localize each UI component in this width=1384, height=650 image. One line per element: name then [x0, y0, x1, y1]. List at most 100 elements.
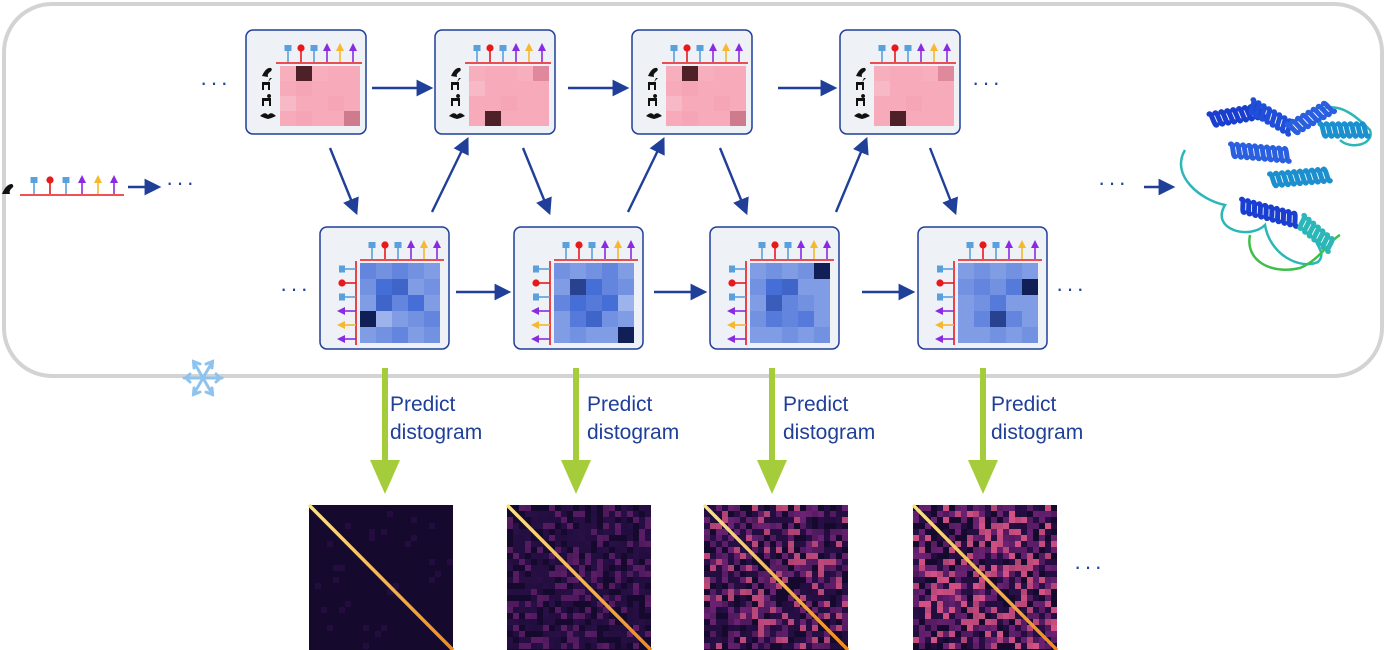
- msa-cell: [517, 81, 533, 96]
- pair-cell: [990, 327, 1006, 343]
- pair-cell: [392, 263, 408, 279]
- pair-cell: [958, 279, 974, 295]
- pair-cell: [766, 311, 782, 327]
- msa-cell: [501, 66, 517, 81]
- pair-block: [917, 226, 1048, 350]
- pair-cell: [376, 263, 392, 279]
- pair-cell: [376, 279, 392, 295]
- msa-cell: [890, 96, 906, 111]
- distogram: [505, 503, 653, 650]
- pair-cell: [408, 263, 424, 279]
- msa-cell: [533, 96, 549, 111]
- pair-cell: [424, 263, 440, 279]
- pair-cell: [974, 295, 990, 311]
- pair-cell: [618, 311, 634, 327]
- pair-cell: [750, 311, 766, 327]
- pair-cell: [586, 311, 602, 327]
- pair-cell: [424, 295, 440, 311]
- msa-cell: [874, 81, 890, 96]
- pair-cell: [554, 263, 570, 279]
- pair-cell: [618, 295, 634, 311]
- predict-label-4: Predict distogram: [991, 393, 1084, 444]
- pair-cell: [782, 279, 798, 295]
- pair-cell: [360, 327, 376, 343]
- bat-icon: [854, 113, 870, 119]
- msa-cell: [485, 66, 501, 81]
- pair-cell: [766, 295, 782, 311]
- deer-icon: [856, 78, 866, 90]
- pair-cell: [990, 295, 1006, 311]
- pair-cell: [814, 279, 830, 295]
- bat-icon: [449, 113, 465, 119]
- pair-cell: [586, 263, 602, 279]
- pair-block: [709, 226, 840, 350]
- distogram-row: [307, 503, 1059, 650]
- pair-cell: [554, 327, 570, 343]
- msa-cell: [469, 66, 485, 81]
- pair-cell: [392, 295, 408, 311]
- msa-cell: [296, 81, 312, 96]
- msa-cell: [280, 66, 296, 81]
- pair-cell: [798, 263, 814, 279]
- pair-cell: [782, 311, 798, 327]
- msa-cell: [328, 96, 344, 111]
- pair-cell: [376, 327, 392, 343]
- msa-cell: [714, 111, 730, 126]
- msa-cell: [312, 66, 328, 81]
- pair-cell: [586, 279, 602, 295]
- pair-cell: [1006, 263, 1022, 279]
- msa-cell: [714, 81, 730, 96]
- pair-cell: [570, 279, 586, 295]
- msa-cell: [714, 96, 730, 111]
- pair-cell: [408, 311, 424, 327]
- pair-cell: [360, 263, 376, 279]
- pair-cell: [570, 263, 586, 279]
- flow-arrows: [128, 79, 1176, 301]
- pair-cell: [798, 279, 814, 295]
- msa-cell: [344, 66, 360, 81]
- seal-icon: [262, 67, 272, 77]
- msa-block: [245, 29, 367, 135]
- pair-cell: [570, 311, 586, 327]
- pair-cell: [1006, 311, 1022, 327]
- predict-label-1: Predict distogram: [390, 393, 483, 444]
- ellipsis-pair-right: ···: [1056, 276, 1087, 301]
- pair-cell: [750, 263, 766, 279]
- pair-cell: [814, 327, 830, 343]
- pair-cell: [958, 263, 974, 279]
- msa-cell: [938, 111, 954, 126]
- pair-cell: [798, 295, 814, 311]
- pair-cell: [974, 327, 990, 343]
- pair-cell: [392, 327, 408, 343]
- msa-block: [434, 29, 556, 135]
- pair-cell: [958, 327, 974, 343]
- pair-cell: [782, 263, 798, 279]
- msa-cell: [682, 111, 698, 126]
- pair-cell: [974, 279, 990, 295]
- msa-cell: [296, 96, 312, 111]
- pair-cell: [376, 295, 392, 311]
- bat-icon: [646, 113, 662, 119]
- msa-cell: [344, 111, 360, 126]
- pair-cell: [1022, 263, 1038, 279]
- pair-cell: [990, 279, 1006, 295]
- msa-cell: [533, 111, 549, 126]
- msa-cell: [312, 111, 328, 126]
- ellipsis-pair-left: ···: [280, 276, 311, 301]
- msa-cell: [922, 111, 938, 126]
- pair-cell: [376, 311, 392, 327]
- pair-cell: [814, 311, 830, 327]
- msa-cell: [730, 96, 746, 111]
- pair-cell: [360, 311, 376, 327]
- msa-block: [631, 29, 753, 135]
- input-sequence: [2, 175, 124, 196]
- distogram-diagonal: [911, 503, 1059, 650]
- pair-cell: [1022, 311, 1038, 327]
- pair-block: [513, 226, 644, 350]
- msa-cell: [296, 66, 312, 81]
- pair-cell: [814, 295, 830, 311]
- msa-cell: [938, 96, 954, 111]
- pair-cell: [602, 327, 618, 343]
- pair-cell: [990, 311, 1006, 327]
- pair-cell: [408, 295, 424, 311]
